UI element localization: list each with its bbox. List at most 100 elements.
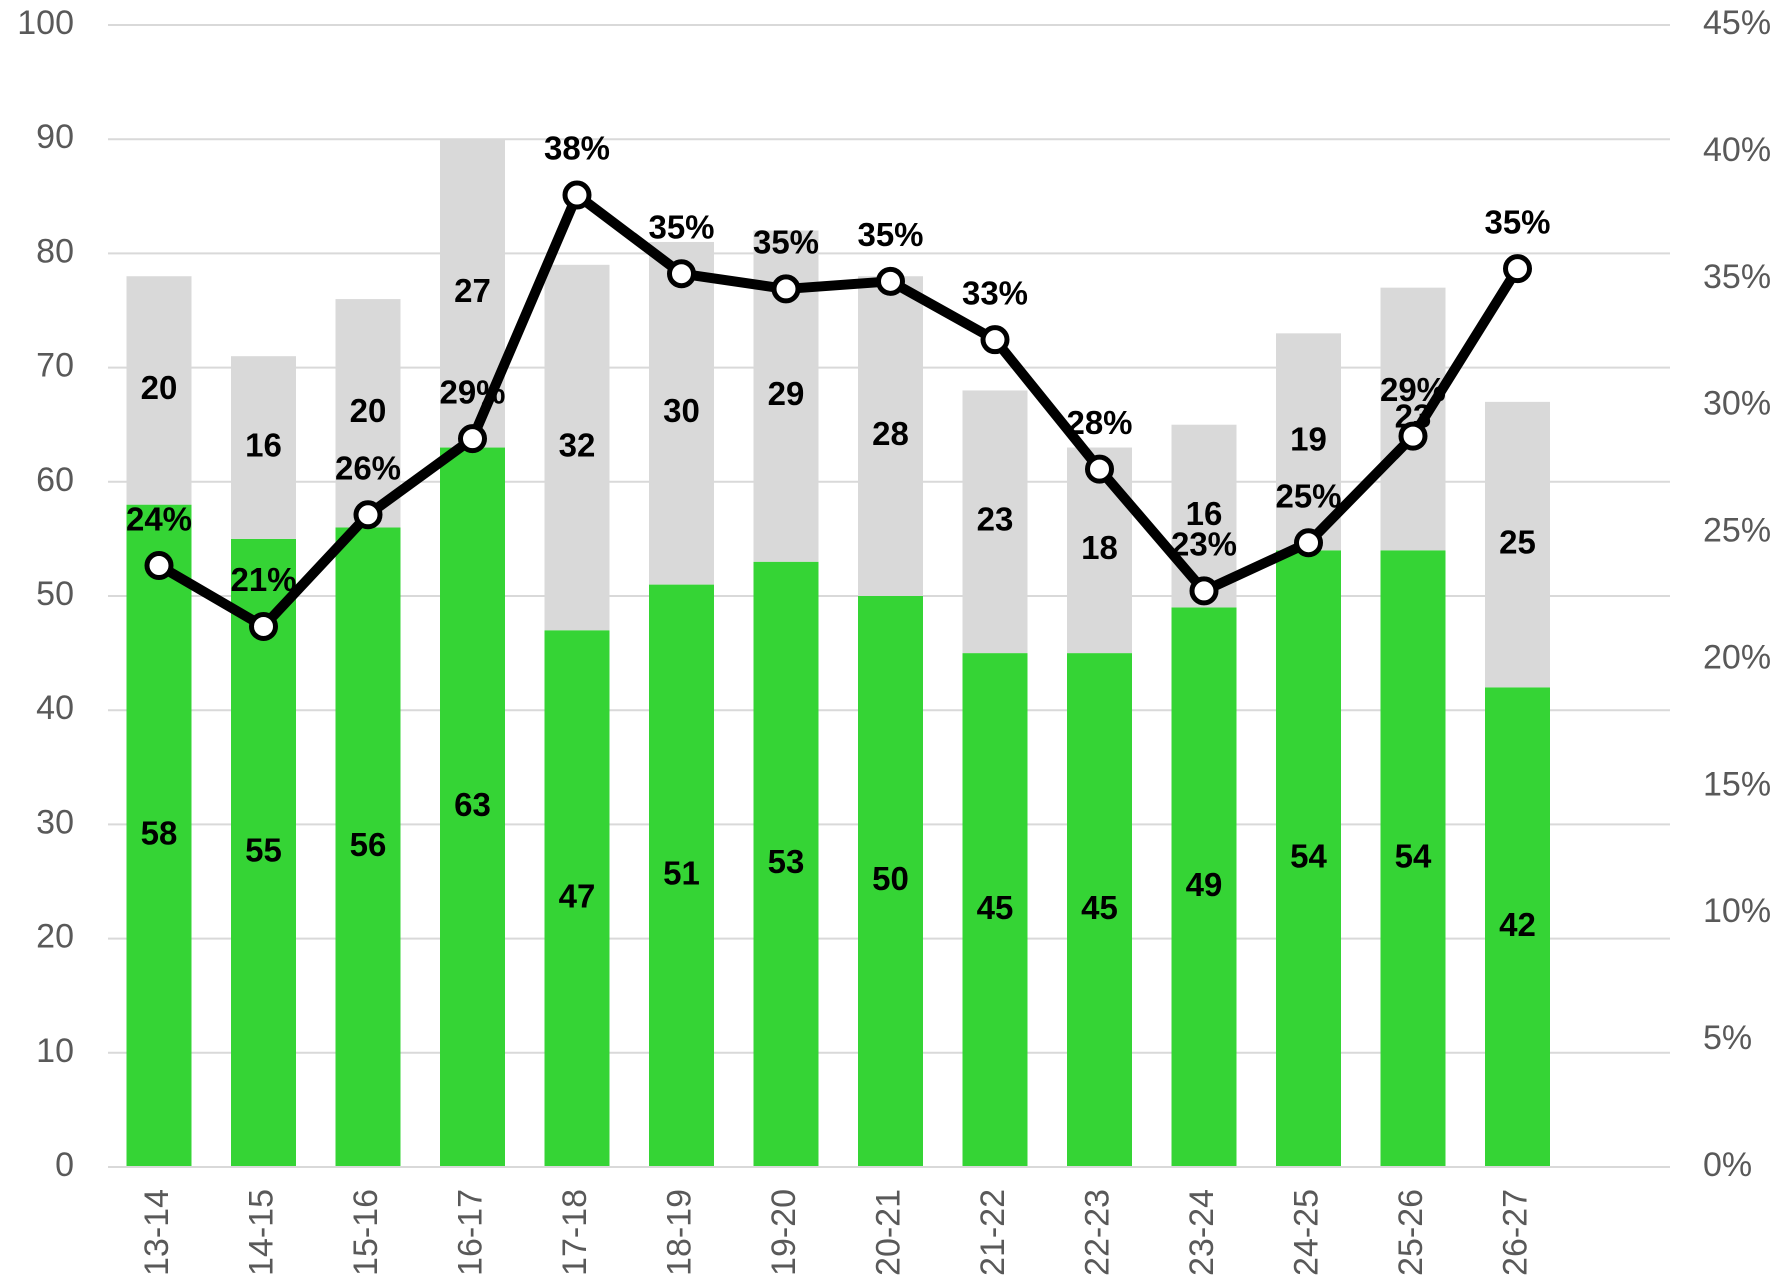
line-marker bbox=[458, 424, 487, 454]
y-tick-label: 40 bbox=[36, 689, 74, 727]
line-marker bbox=[1085, 454, 1114, 484]
line-marker bbox=[1398, 421, 1428, 451]
data-label: 45 bbox=[977, 889, 1014, 926]
x-tick-label: 25-26 bbox=[1392, 1189, 1430, 1276]
bar-segment bbox=[962, 390, 1028, 654]
line-data-label: 29% bbox=[1380, 371, 1446, 408]
x-tick-label: 19-20 bbox=[765, 1189, 803, 1276]
line-marker bbox=[562, 180, 592, 210]
line-marker bbox=[667, 259, 696, 289]
line-data-label: 38% bbox=[544, 130, 610, 167]
line-marker bbox=[980, 325, 1010, 355]
bar-segment bbox=[962, 653, 1028, 1167]
bar-segment bbox=[1380, 287, 1446, 551]
line-marker bbox=[1503, 254, 1532, 284]
data-label: 47 bbox=[559, 877, 596, 914]
data-label: 55 bbox=[245, 832, 282, 869]
line-marker bbox=[353, 500, 383, 530]
bar-segment bbox=[126, 276, 192, 505]
bar-segment bbox=[649, 241, 714, 585]
x-tick-label: 23-24 bbox=[1183, 1189, 1221, 1276]
x-tick-label: 17-18 bbox=[556, 1189, 594, 1276]
line-data-label: 35% bbox=[857, 216, 923, 253]
bar-segment bbox=[126, 504, 192, 1167]
x-tick-label: 16-17 bbox=[451, 1189, 489, 1276]
data-label: 19 bbox=[1290, 421, 1327, 458]
bar-segment bbox=[335, 299, 401, 528]
data-label: 51 bbox=[663, 855, 700, 892]
x-tick-label: 18-19 bbox=[660, 1189, 698, 1276]
bar-segment bbox=[753, 561, 819, 1167]
bar-segment bbox=[858, 276, 923, 596]
data-label: 54 bbox=[1395, 837, 1432, 874]
bar-segment bbox=[1485, 401, 1550, 688]
data-label: 25 bbox=[1499, 523, 1536, 560]
bar-segment bbox=[858, 596, 923, 1167]
bar-segment bbox=[1171, 607, 1237, 1167]
y-tick-label: 60 bbox=[36, 461, 74, 499]
y2-tick-label: 20% bbox=[1703, 638, 1771, 676]
y2-tick-label: 25% bbox=[1703, 512, 1771, 550]
y2-tick-label: 5% bbox=[1703, 1019, 1752, 1057]
x-tick-label: 22-23 bbox=[1078, 1189, 1116, 1276]
x-tick-label: 24-25 bbox=[1287, 1189, 1325, 1276]
data-label: 49 bbox=[1186, 866, 1223, 903]
y2-tick-label: 30% bbox=[1703, 385, 1771, 423]
y-tick-label: 80 bbox=[36, 232, 74, 270]
line-data-label: 35% bbox=[648, 208, 714, 245]
x-tick-label: 13-14 bbox=[138, 1189, 176, 1276]
y2-tick-label: 40% bbox=[1703, 131, 1771, 169]
line-data-label: 35% bbox=[753, 224, 819, 261]
y-tick-label: 10 bbox=[36, 1032, 74, 1070]
line-marker bbox=[1189, 576, 1219, 606]
y2-tick-label: 45% bbox=[1703, 4, 1771, 42]
data-label: 16 bbox=[1186, 495, 1223, 532]
x-tick-label: 21-22 bbox=[974, 1189, 1012, 1276]
bar-segment bbox=[1067, 653, 1132, 1167]
y-tick-label: 0 bbox=[55, 1146, 74, 1184]
line-data-label: 21% bbox=[230, 561, 296, 598]
y2-tick-label: 35% bbox=[1703, 258, 1771, 296]
data-label: 20 bbox=[350, 392, 387, 429]
data-label: 27 bbox=[454, 272, 491, 309]
line-data-label: 29% bbox=[439, 373, 505, 410]
bar-segment bbox=[1276, 550, 1341, 1167]
line-data-label: 35% bbox=[1484, 203, 1550, 240]
bar-segment bbox=[544, 264, 610, 631]
data-label: 56 bbox=[350, 826, 387, 863]
data-label: 42 bbox=[1499, 906, 1536, 943]
line-marker bbox=[771, 274, 801, 304]
data-label: 29 bbox=[768, 375, 805, 412]
data-label: 54 bbox=[1290, 837, 1327, 874]
bar-segment bbox=[440, 447, 505, 1167]
y-tick-label: 30 bbox=[36, 803, 74, 841]
y-tick-label: 70 bbox=[36, 347, 74, 385]
x-tick-label: 20-21 bbox=[869, 1189, 907, 1276]
y2-tick-label: 10% bbox=[1703, 892, 1771, 930]
line-data-label: 26% bbox=[335, 450, 401, 487]
data-label: 18 bbox=[1081, 529, 1118, 566]
line bbox=[156, 190, 1522, 632]
data-label: 30 bbox=[663, 392, 700, 429]
line-data-label: 33% bbox=[962, 274, 1028, 311]
data-label: 23 bbox=[977, 500, 1014, 537]
x-tick-label: 26-27 bbox=[1496, 1189, 1534, 1276]
y2-tick-label: 0% bbox=[1703, 1146, 1752, 1184]
line-data-label: 24% bbox=[126, 500, 192, 537]
x-tick-label: 15-16 bbox=[347, 1189, 385, 1276]
bar-segment bbox=[335, 527, 401, 1167]
y-tick-label: 90 bbox=[36, 118, 74, 156]
y-tick-label: 100 bbox=[17, 4, 74, 42]
line-data-label: 23% bbox=[1171, 526, 1237, 563]
data-label: 45 bbox=[1081, 889, 1118, 926]
bar-segment bbox=[231, 356, 296, 539]
data-label: 50 bbox=[872, 860, 909, 897]
bar-segment bbox=[1485, 687, 1550, 1167]
data-label: 20 bbox=[141, 369, 178, 406]
bar-segment bbox=[544, 630, 610, 1167]
line-marker bbox=[144, 551, 174, 581]
bar-segment bbox=[231, 538, 296, 1167]
data-label: 53 bbox=[768, 843, 805, 880]
data-label: 58 bbox=[141, 815, 178, 852]
